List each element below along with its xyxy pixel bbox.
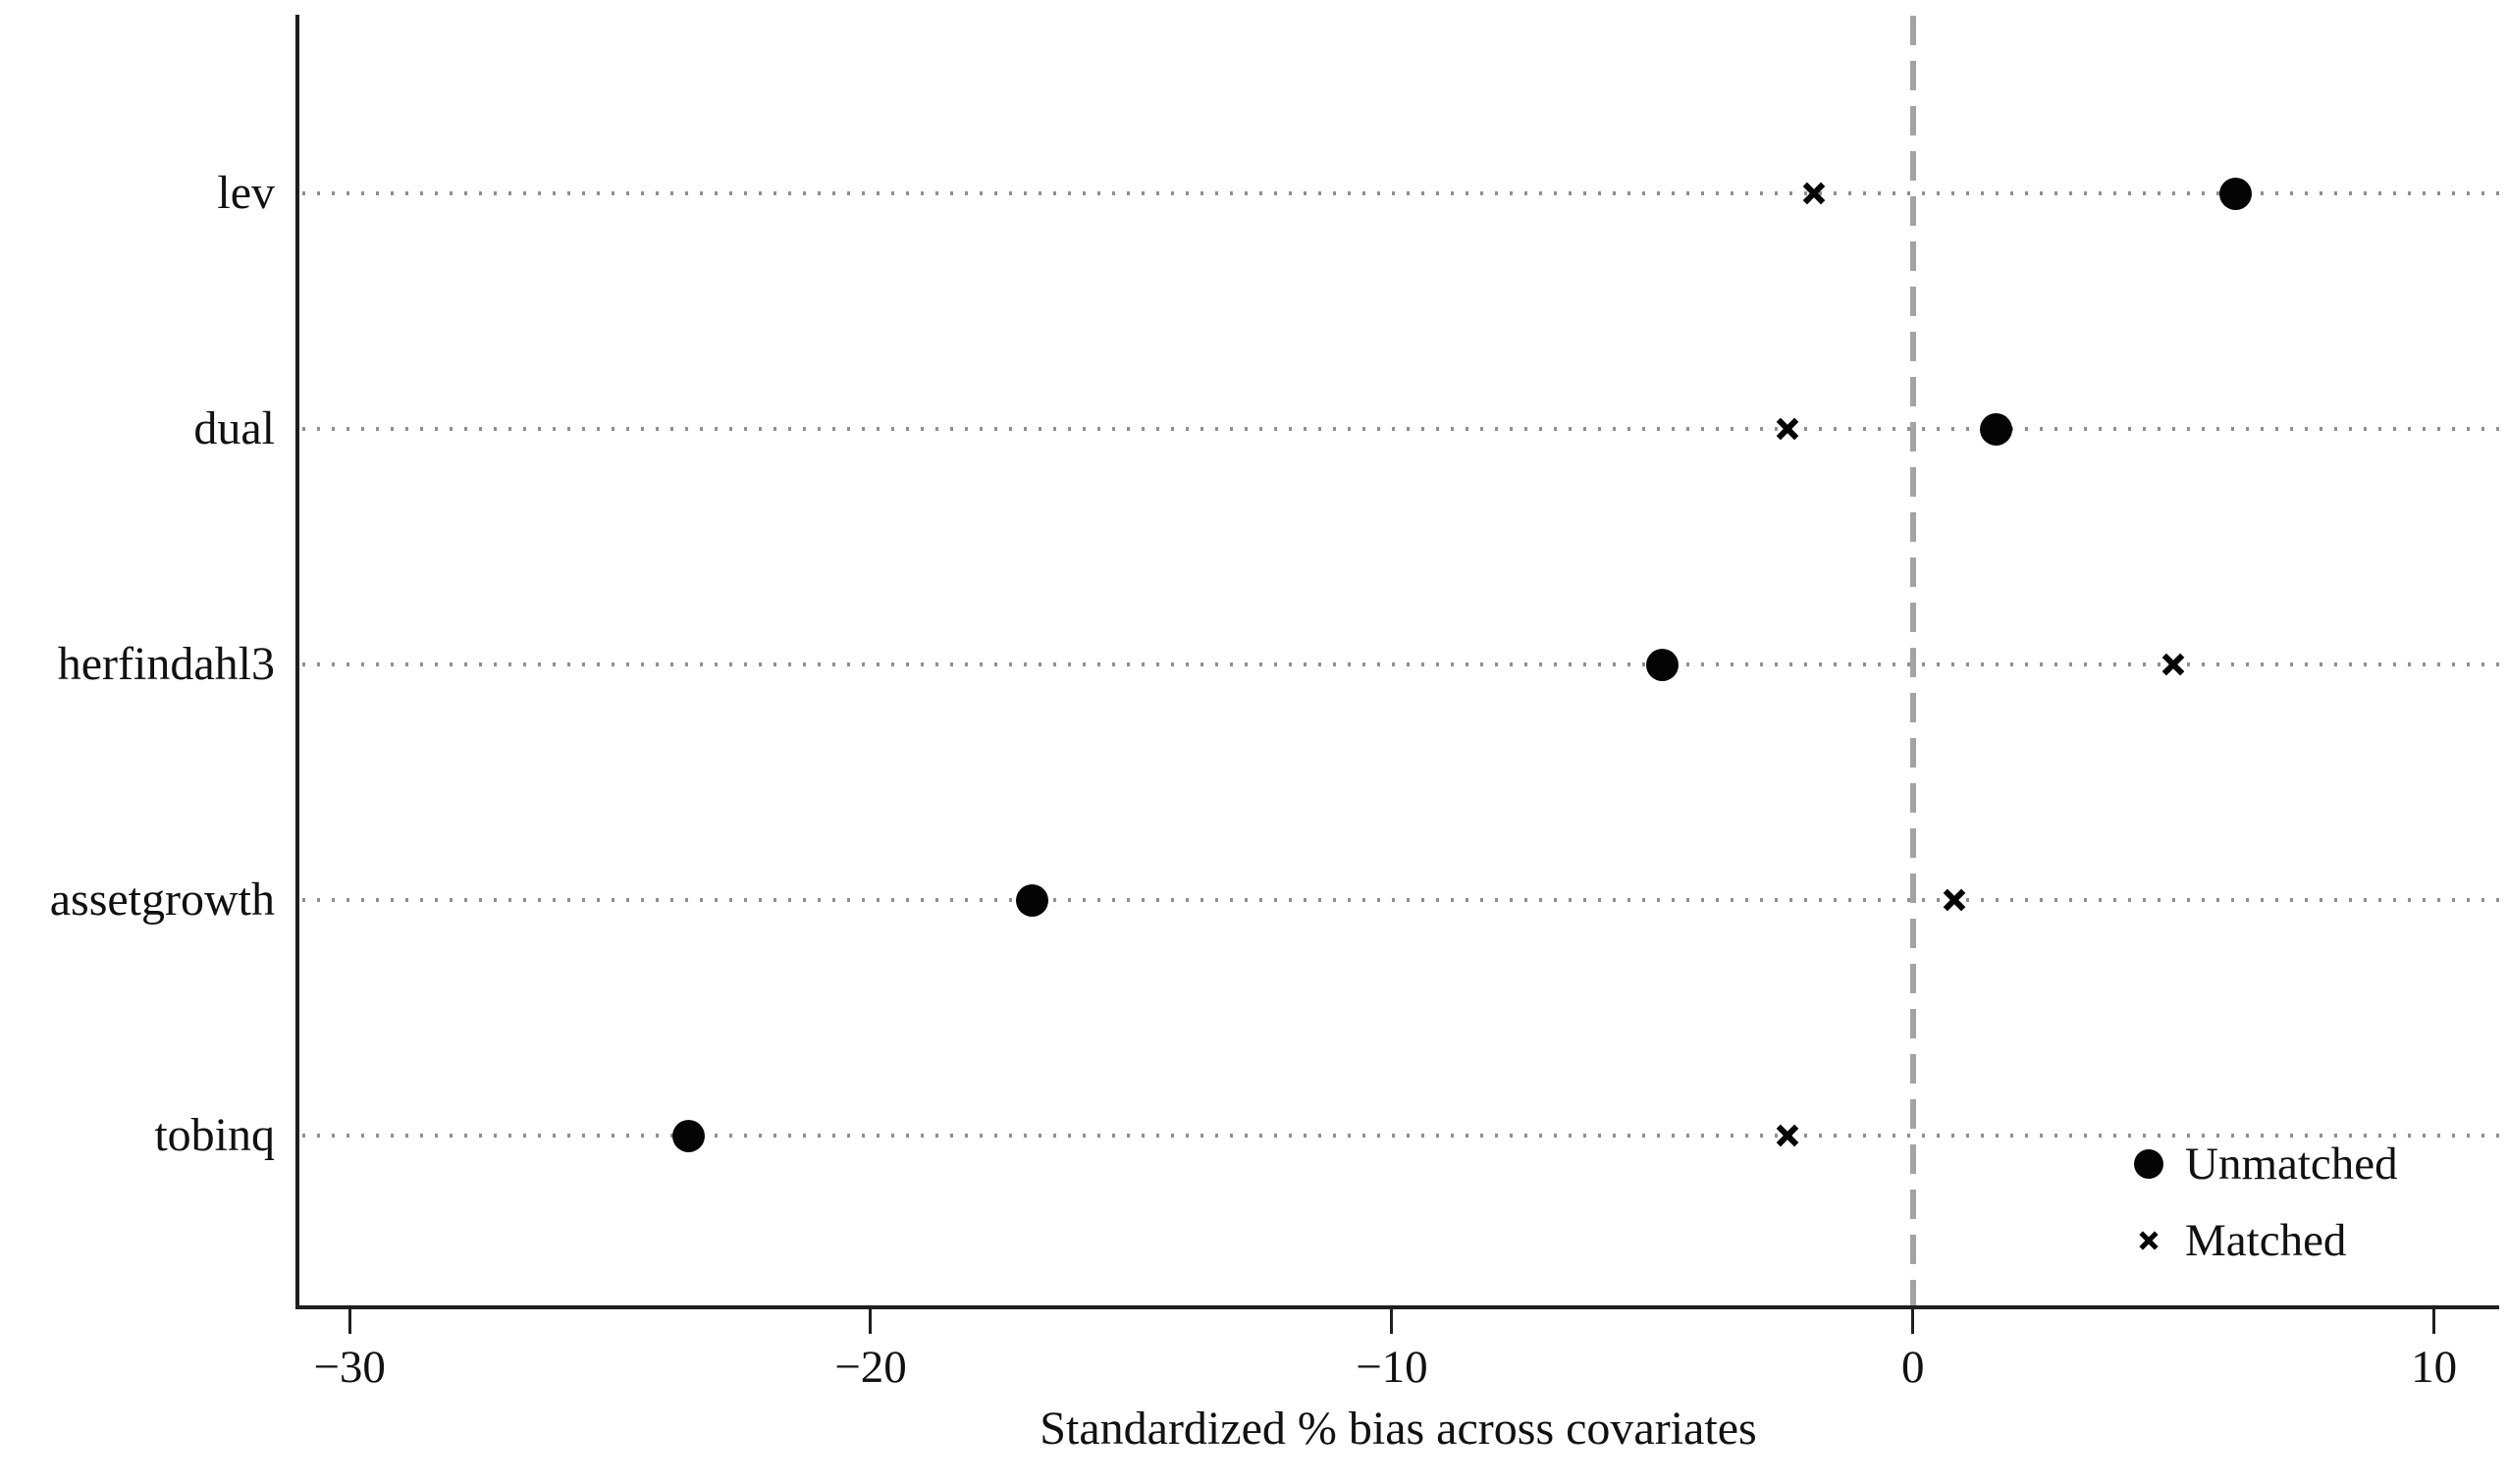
marker-matched [2162, 654, 2184, 675]
legend-label-matched: Matched [2185, 1214, 2347, 1266]
x-tick-label: 10 [2411, 1342, 2458, 1393]
marker-matched [1803, 183, 1825, 204]
marker-unmatched [2219, 177, 2253, 210]
x-tick-label: −30 [313, 1342, 386, 1393]
x-tick-mark [1390, 1309, 1394, 1334]
gridline [302, 191, 2499, 195]
x-tick-mark [869, 1309, 873, 1334]
x-tick-mark [2432, 1309, 2436, 1334]
x-tick-mark [1911, 1309, 1915, 1334]
unmatched-circle-icon [2128, 1142, 2171, 1186]
marker-unmatched [671, 1119, 705, 1152]
gridline [302, 1134, 2499, 1138]
x-tick-label: −20 [834, 1342, 907, 1393]
legend-item-unmatched: Unmatched [2128, 1137, 2398, 1192]
matched-x-icon [2128, 1219, 2171, 1262]
zero-reference-line [1909, 16, 1916, 1305]
marker-unmatched [1646, 648, 1680, 681]
category-label: dual [193, 402, 275, 454]
gridline [302, 427, 2499, 431]
marker-matched [1777, 1125, 1798, 1146]
y-axis-line [295, 15, 299, 1309]
gridline [302, 662, 2499, 666]
category-label: tobinq [154, 1109, 275, 1161]
x-axis-title: Standardized % bias across covariates [1040, 1403, 1757, 1455]
marker-matched [1944, 889, 1965, 911]
marker-unmatched [1016, 883, 1049, 917]
x-tick-label: 0 [1901, 1342, 1925, 1393]
legend-label-unmatched: Unmatched [2185, 1138, 2398, 1190]
legend-item-matched: Matched [2128, 1213, 2398, 1268]
marker-unmatched [1980, 412, 2013, 446]
x-tick-label: −10 [1356, 1342, 1428, 1393]
category-label: assetgrowth [49, 874, 275, 926]
legend: Unmatched Matched [2128, 1137, 2398, 1290]
x-tick-mark [347, 1309, 351, 1334]
marker-matched [1777, 418, 1798, 440]
category-label: lev [217, 167, 275, 219]
x-axis-line [295, 1305, 2499, 1309]
category-label: herfindahl3 [57, 638, 275, 690]
gridline [302, 898, 2499, 902]
